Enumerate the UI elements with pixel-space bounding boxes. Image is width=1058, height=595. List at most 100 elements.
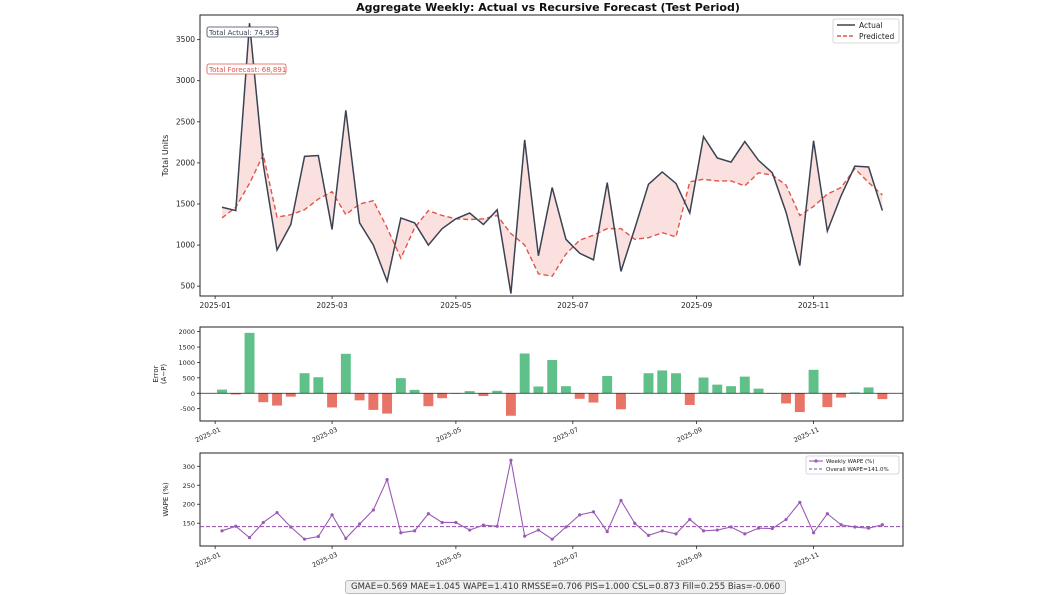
wape-point <box>275 510 279 515</box>
wape-point <box>330 513 334 517</box>
wape-point <box>756 526 761 530</box>
wape-point <box>385 477 389 482</box>
predicted-line <box>221 152 883 278</box>
wape-point <box>468 528 472 532</box>
total-actual-box <box>206 26 279 38</box>
main-axes: 500 1000 1500 2000 2500 3000 3500 2025-01 2025-0… <box>161 14 904 310</box>
wape-point <box>220 529 224 533</box>
y-tick-label: 0 <box>191 390 195 398</box>
axes-frame <box>199 326 904 422</box>
error-bar <box>877 393 888 400</box>
y-tick-label: 2000 <box>176 158 195 167</box>
wape-point <box>853 525 857 529</box>
wape-point <box>234 524 238 528</box>
y-tick-label: 1500 <box>176 199 195 208</box>
wape-point <box>261 520 265 525</box>
error-bar <box>781 393 792 404</box>
metrics-footer: GMAE=0.569 MAE=1.045 WAPE=1.410 RMSSE=0.… <box>345 580 787 594</box>
x-tick-label: 2025-01 <box>194 426 222 445</box>
wape-point <box>536 528 541 532</box>
legend-wape-label: Weekly WAPE (%) <box>826 459 875 465</box>
total-forecast-label: Total Forecast: 68,891 <box>208 66 286 74</box>
wape-point <box>646 533 651 537</box>
legend-wape-marker <box>814 459 818 463</box>
x-tick-label: 2025-01 <box>199 301 231 310</box>
error-bar <box>382 393 393 414</box>
wape-point <box>523 534 527 538</box>
error-bar <box>822 393 833 408</box>
x-tick-label: 2025-05 <box>440 301 472 310</box>
error-bar <box>285 393 296 397</box>
wape-point <box>247 536 252 540</box>
x-tick-label: 2025-03 <box>311 551 339 570</box>
wape-point <box>426 512 430 516</box>
error-bar <box>533 386 544 394</box>
x-tick-label: 2025-09 <box>675 551 703 570</box>
error-bar <box>505 393 516 416</box>
y-axis-label-line: (A−P) <box>160 364 168 385</box>
error-bar <box>836 393 847 398</box>
wape-point <box>811 531 816 535</box>
y-tick-label: 2000 <box>178 328 195 336</box>
legend-overall-label: Overall WAPE=141.0% <box>826 467 889 473</box>
error-bar <box>272 393 282 406</box>
error-bar <box>753 388 764 394</box>
actual-line <box>221 23 884 294</box>
x-tick-label: 2025-03 <box>316 301 348 310</box>
wape-point <box>660 529 664 533</box>
x-tick-label: 2025-09 <box>681 301 713 310</box>
y-tick-label: 250 <box>183 482 195 490</box>
wape-point <box>481 523 486 527</box>
wape-point <box>701 529 706 533</box>
wape-point <box>688 517 692 522</box>
error-bar <box>368 393 379 410</box>
error-bar <box>492 390 503 394</box>
wape-point <box>784 517 788 522</box>
legend-actual-label: Actual <box>859 21 883 30</box>
y-tick-label: 1500 <box>178 344 195 352</box>
x-tick-label: 2025-03 <box>311 426 339 445</box>
wape-point <box>729 525 733 529</box>
error-bar <box>574 393 585 399</box>
wape-point <box>674 532 678 536</box>
error-bar <box>409 389 420 394</box>
error-bar <box>863 387 874 394</box>
y-tick-label: 1000 <box>176 241 195 250</box>
y-tick-label: 300 <box>183 463 195 471</box>
total-forecast-box <box>206 63 287 75</box>
error-bar <box>437 393 448 399</box>
x-tick-label: 2025-07 <box>557 301 589 310</box>
error-bar <box>712 384 723 394</box>
error-bar <box>258 393 269 403</box>
wape-point <box>344 536 348 541</box>
x-tick-label: 2025-01 <box>194 551 222 570</box>
error-bar <box>395 378 406 394</box>
wape-point <box>564 525 568 529</box>
error-bar <box>519 353 530 394</box>
y-tick-label: 500 <box>183 374 195 382</box>
y-tick-label: 3500 <box>176 35 195 44</box>
wape-point <box>798 500 802 504</box>
wape-point <box>578 513 582 517</box>
y-tick-label: -500 <box>180 405 195 413</box>
error-bar <box>313 377 324 394</box>
error-bar <box>244 332 255 394</box>
error-bar <box>794 393 805 413</box>
error-bar <box>464 391 475 394</box>
wape-point <box>605 529 609 534</box>
x-tick-label: 2025-09 <box>675 426 703 445</box>
error-bar <box>726 386 736 394</box>
y-axis-label-line: Error <box>152 365 160 382</box>
wape-point <box>880 523 884 527</box>
wape-point <box>371 508 375 512</box>
error-bar <box>423 393 434 407</box>
wape-point <box>867 526 871 530</box>
wape-point <box>399 531 403 535</box>
x-tick-label: 2025-11 <box>792 426 820 445</box>
error-bar <box>657 370 668 394</box>
error-bar <box>588 393 599 403</box>
wape-point <box>825 512 829 516</box>
error-bar <box>478 393 489 397</box>
total-actual-label: Total Actual: 74,953 <box>208 29 279 37</box>
wape-point <box>316 534 320 539</box>
